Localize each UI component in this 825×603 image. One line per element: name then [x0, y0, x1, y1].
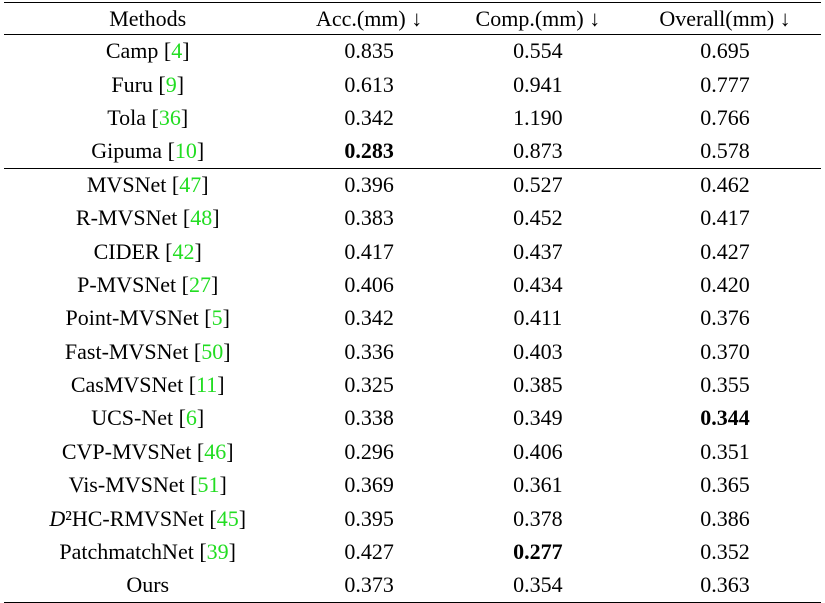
metric-cell: 0.378: [513, 505, 563, 531]
method-name: CasMVSNet [11]: [70, 372, 225, 398]
header-row: Methods Acc.(mm) ↓ Comp.(mm) ↓ Overall(mm) …: [4, 2, 821, 35]
column-header: Methods: [109, 5, 187, 31]
method-name: Fast-MVSNet [50]: [64, 338, 231, 364]
metric-cell: 0.417: [344, 238, 394, 264]
table-row: P-MVSNet [27] 0.406 0.434 0.420: [4, 268, 821, 301]
metric-cell: 0.396: [344, 172, 394, 197]
metric-cell: 0.363: [700, 572, 750, 598]
metric-cell: 0.344: [700, 405, 750, 431]
metric-cell: 0.554: [513, 38, 563, 64]
metric-cell: 0.355: [700, 372, 750, 398]
table-row: Gipuma [10] 0.283 0.873 0.578: [4, 135, 821, 169]
metric-cell: 0.385: [513, 372, 563, 398]
metric-cell: 0.420: [700, 271, 750, 297]
metric-cell: 0.527: [513, 172, 563, 197]
method-name: Vis-MVSNet [51]: [68, 472, 227, 498]
metric-cell: 0.406: [513, 438, 563, 464]
method-name: R-MVSNet [48]: [75, 205, 220, 231]
table-row: D²HC-RMVSNet [45] 0.395 0.378 0.386: [4, 502, 821, 535]
metric-cell: 0.406: [344, 271, 394, 297]
table-row: Fast-MVSNet [50] 0.336 0.403 0.370: [4, 335, 821, 368]
metric-cell: 0.873: [513, 138, 563, 164]
method-name: P-MVSNet [27]: [77, 271, 219, 297]
table-row: Point-MVSNet [5] 0.342 0.411 0.376: [4, 302, 821, 335]
method-name: D²HC-RMVSNet [45]: [49, 505, 247, 531]
table-row: Tola [36] 0.342 1.190 0.766: [4, 101, 821, 134]
results-table: Methods Acc.(mm) ↓ Comp.(mm) ↓ Overall(mm) …: [4, 2, 821, 603]
method-name: Point-MVSNet [5]: [65, 305, 230, 331]
table-row: Camp [4] 0.835 0.554 0.695: [4, 35, 821, 68]
metric-cell: 0.695: [700, 38, 750, 64]
method-name: CIDER [42]: [93, 238, 202, 264]
metric-cell: 0.277: [513, 539, 563, 565]
metric-cell: 0.349: [513, 405, 563, 431]
metric-cell: 0.376: [700, 305, 750, 331]
metric-cell: 0.342: [344, 305, 394, 331]
metric-cell: 0.342: [344, 104, 394, 130]
metric-cell: 0.941: [513, 71, 563, 97]
metric-cell: 0.338: [344, 405, 394, 431]
metric-cell: 0.369: [344, 472, 394, 498]
metric-cell: 0.351: [700, 438, 750, 464]
method-name: Furu [9]: [111, 71, 185, 97]
metric-cell: 0.386: [700, 505, 750, 531]
metric-cell: 0.383: [344, 205, 394, 231]
table-row: MVSNet [47] 0.396 0.527 0.462: [4, 168, 821, 201]
method-name: PatchmatchNet [39]: [59, 539, 236, 565]
table-row: Furu [9] 0.613 0.941 0.777: [4, 68, 821, 101]
method-name: Tola [36]: [107, 104, 189, 130]
table-row: UCS-Net [6] 0.338 0.349 0.344: [4, 402, 821, 435]
table-row: PatchmatchNet [39] 0.427 0.277 0.352: [4, 535, 821, 568]
method-name: Camp [4]: [105, 38, 190, 64]
metric-cell: 0.325: [344, 372, 394, 398]
metric-cell: 0.370: [700, 338, 750, 364]
metric-cell: 0.462: [700, 172, 750, 197]
metric-cell: 0.336: [344, 338, 394, 364]
metric-cell: 0.365: [700, 472, 750, 498]
metric-cell: 0.417: [700, 205, 750, 231]
method-name: Ours: [126, 572, 170, 598]
column-header: Acc.(mm) ↓: [315, 5, 423, 31]
metric-cell: 0.427: [344, 539, 394, 565]
metric-cell: 0.411: [513, 305, 563, 331]
metric-cell: 0.395: [344, 505, 394, 531]
metric-cell: 0.437: [513, 238, 563, 264]
table-row: CVP-MVSNet [46] 0.296 0.406 0.351: [4, 435, 821, 468]
table-row: CIDER [42] 0.417 0.437 0.427: [4, 235, 821, 268]
method-name: CVP-MVSNet [46]: [61, 438, 234, 464]
metric-cell: 0.296: [344, 438, 394, 464]
metric-cell: 1.190: [513, 104, 563, 130]
metric-cell: 0.354: [513, 572, 563, 598]
metric-cell: 0.835: [344, 38, 394, 64]
table-row: R-MVSNet [48] 0.383 0.452 0.417: [4, 201, 821, 234]
table-row: Ours 0.373 0.354 0.363: [4, 569, 821, 603]
metric-cell: 0.373: [344, 572, 394, 598]
metric-cell: 0.434: [513, 271, 563, 297]
table-header: Methods Acc.(mm) ↓ Comp.(mm) ↓ Overall(mm) …: [4, 2, 821, 35]
metric-cell: 0.283: [344, 138, 394, 164]
column-header: Overall(mm) ↓: [659, 5, 791, 31]
metric-cell: 0.452: [513, 205, 563, 231]
table-row: Vis-MVSNet [51] 0.369 0.361 0.365: [4, 469, 821, 502]
metric-cell: 0.578: [700, 138, 750, 164]
metric-cell: 0.427: [700, 238, 750, 264]
metric-cell: 0.361: [513, 472, 563, 498]
metric-cell: 0.352: [700, 539, 750, 565]
table-row: CasMVSNet [11] 0.325 0.385 0.355: [4, 368, 821, 401]
metric-cell: 0.403: [513, 338, 563, 364]
metric-cell: 0.777: [700, 71, 750, 97]
table-body: Camp [4] 0.835 0.554 0.695 Furu [9] 0.613 0.94…: [4, 35, 821, 603]
method-name: Gipuma [10]: [91, 138, 205, 164]
method-name: UCS-Net [6]: [91, 405, 205, 431]
metric-cell: 0.613: [344, 71, 394, 97]
column-header: Comp.(mm) ↓: [475, 5, 601, 31]
method-name: MVSNet [47]: [86, 172, 209, 197]
metric-cell: 0.766: [700, 104, 750, 130]
